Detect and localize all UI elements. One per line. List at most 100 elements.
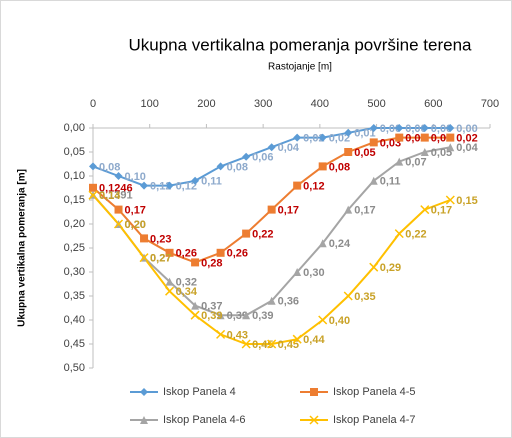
y-tick-label: 0,10 <box>64 170 85 182</box>
marker <box>446 143 455 152</box>
y-tick-label: 0,20 <box>64 218 85 230</box>
marker <box>395 133 404 142</box>
data-label: 0,14 <box>99 190 121 202</box>
y-tick-label: 0,05 <box>64 146 85 158</box>
x-tick-label: 500 <box>367 98 385 110</box>
data-label: 0,27 <box>150 253 171 265</box>
data-label: 0,26 <box>227 248 248 260</box>
marker <box>89 162 97 171</box>
marker <box>216 248 225 257</box>
data-label: 0,39 <box>252 310 273 322</box>
data-label: 0,15 <box>456 195 477 207</box>
data-label: 0,23 <box>150 233 171 245</box>
data-label: 0,29 <box>380 262 401 274</box>
marker <box>344 148 353 156</box>
legend-label: Iskop Panela 4-7 <box>333 414 416 426</box>
marker <box>242 152 251 161</box>
data-label: 0,04 <box>278 142 300 154</box>
y-tick-label: 0,00 <box>64 122 85 134</box>
data-label: 0,28 <box>201 257 222 269</box>
data-label: 0,17 <box>125 205 146 217</box>
data-label: 0,08 <box>99 161 120 173</box>
data-label: 0,37 <box>201 301 222 313</box>
data-label: 0,10 <box>125 171 146 183</box>
marker <box>395 124 404 132</box>
marker <box>420 205 430 215</box>
data-label: 0,11 <box>380 176 401 188</box>
marker <box>140 416 148 424</box>
marker <box>241 339 251 349</box>
marker <box>114 172 123 180</box>
data-label: 0,44 <box>303 334 325 346</box>
data-label: 0,00 <box>456 123 477 135</box>
marker <box>318 133 327 142</box>
marker <box>292 334 302 344</box>
y-tick-label: 0,40 <box>64 314 85 326</box>
x-tick-label: 300 <box>254 98 272 110</box>
data-label: 0,22 <box>405 229 426 241</box>
marker <box>165 286 175 296</box>
marker <box>140 388 148 396</box>
marker <box>267 205 276 214</box>
chart-subtitle: Rastojanje [m] <box>268 62 332 73</box>
data-label: 0,39 <box>201 310 222 322</box>
marker <box>309 415 319 425</box>
marker <box>293 133 302 142</box>
marker <box>267 296 276 305</box>
marker <box>216 329 226 339</box>
marker <box>394 229 404 239</box>
x-tick-label: 100 <box>141 98 159 110</box>
marker <box>344 128 353 137</box>
data-label: 0,06 <box>252 152 273 164</box>
data-label: 0,12 <box>150 181 171 193</box>
data-label: 0,12 <box>176 181 197 193</box>
marker <box>140 234 149 243</box>
marker <box>88 190 98 200</box>
marker <box>446 133 455 142</box>
data-label: 0,43 <box>227 329 248 341</box>
data-label: 0,26 <box>176 248 197 260</box>
x-tick-label: 700 <box>481 98 499 110</box>
marker <box>445 195 455 205</box>
legend-label: Iskop Panela 4-6 <box>163 414 246 426</box>
y-tick-label: 0,30 <box>64 266 85 278</box>
marker <box>216 162 225 171</box>
data-label: 0,1246 <box>99 183 133 195</box>
marker <box>190 310 200 320</box>
marker <box>293 268 302 276</box>
data-label: 0,00 <box>380 123 401 135</box>
legend-label: Iskop Panela 4 <box>163 386 236 398</box>
data-label: 0,17 <box>354 205 375 217</box>
y-tick-label: 0,45 <box>64 338 85 350</box>
data-label: 0,02 <box>456 133 477 145</box>
data-label: 0,04 <box>456 142 478 154</box>
marker <box>369 262 379 272</box>
data-label: 0,05 <box>431 147 452 159</box>
y-tick-label: 0,35 <box>64 290 85 302</box>
marker <box>139 253 149 263</box>
data-label: 0,24 <box>329 238 351 250</box>
x-tick-label: 400 <box>311 98 329 110</box>
marker <box>191 258 200 267</box>
data-label: 0,22 <box>252 229 273 241</box>
y-axis-label: Ukupna vertikalna pomeranja [m] <box>17 169 28 327</box>
marker <box>395 157 404 166</box>
marker <box>310 388 318 396</box>
data-label: 0,36 <box>278 296 299 308</box>
marker <box>191 301 200 310</box>
data-label: 0,32 <box>176 277 197 289</box>
data-label: 0,40 <box>329 315 350 327</box>
marker <box>165 277 174 286</box>
data-label: 0,12 <box>303 181 324 193</box>
marker <box>318 239 327 248</box>
marker <box>420 148 429 156</box>
y-tick-label: 0,50 <box>64 362 85 374</box>
marker <box>267 143 276 152</box>
data-label: 0,02 <box>303 133 324 145</box>
data-label: 0,07 <box>405 157 426 169</box>
data-label: 0,27 <box>150 253 171 265</box>
marker <box>344 205 353 214</box>
marker <box>420 124 429 132</box>
x-tick-label: 0 <box>90 98 96 110</box>
